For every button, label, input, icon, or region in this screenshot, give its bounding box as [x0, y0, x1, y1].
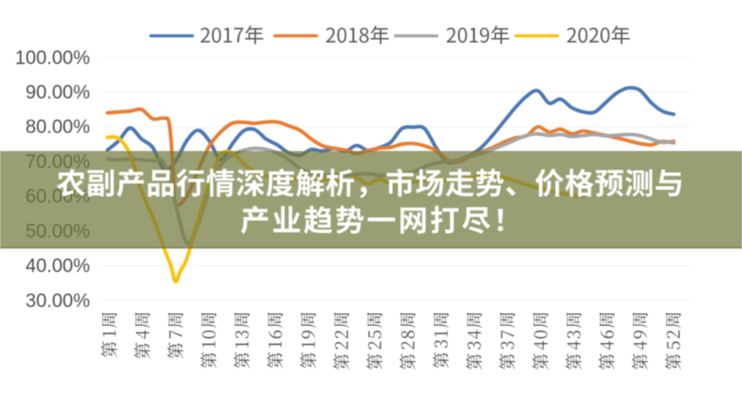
svg-text:80.00%: 80.00% — [26, 117, 91, 138]
svg-text:40.00%: 40.00% — [26, 256, 91, 277]
svg-text:90.00%: 90.00% — [26, 83, 91, 104]
svg-text:30.00%: 30.00% — [26, 291, 91, 312]
svg-text:100.00%: 100.00% — [15, 48, 90, 69]
